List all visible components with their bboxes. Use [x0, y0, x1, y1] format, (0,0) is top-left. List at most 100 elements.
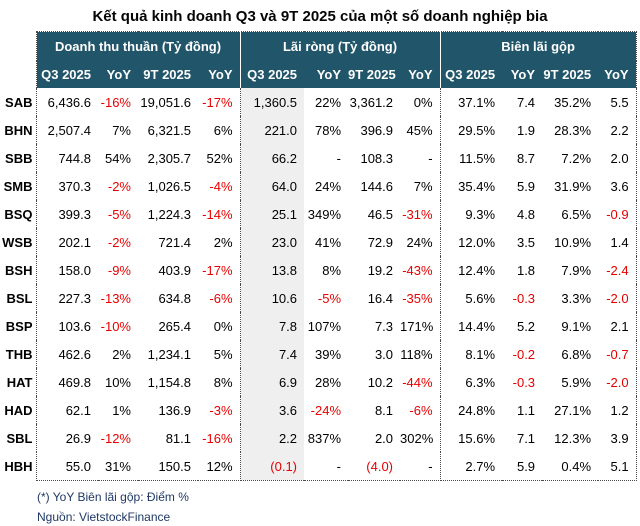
table-cell: 14.4% — [458, 318, 496, 334]
table-cell: 8.7 — [516, 150, 536, 166]
table-cell: 31.9% — [554, 178, 592, 194]
column-group-header: Doanh thu thuần (Tỷ đồng) — [36, 31, 241, 61]
table-cell: 6.3% — [465, 374, 496, 390]
table-cell: 2% — [198, 228, 241, 256]
table-cell: 2,507.4 — [47, 122, 91, 138]
table-cell: -2% — [107, 234, 131, 250]
column-group-row: Doanh thu thuần (Tỷ đồng) Lãi ròng (Tỷ đồ… — [0, 31, 637, 61]
table-cell: 0.4% — [542, 452, 599, 481]
sub-header-cell: Q3 2025 — [240, 61, 305, 88]
table-cell: 103.6 — [58, 318, 91, 334]
table-cell: 1.8 — [516, 262, 536, 278]
table-cell: -13% — [100, 290, 131, 306]
table-cell: 12.0% — [458, 234, 496, 250]
sub-header-cell: YoY — [502, 61, 543, 88]
table-cell: -5% — [317, 290, 342, 306]
table-cell: 0% — [198, 312, 241, 340]
table-cell: - — [400, 452, 441, 481]
table-footer: (*) YoY Biên lãi gộp: Điểm % Nguồn: Viet… — [37, 488, 640, 526]
table-cell: 5.9 — [516, 178, 536, 194]
table-cell: 5% — [198, 340, 241, 368]
table-cell: -0.2 — [512, 346, 536, 362]
table-cell: 16.4 — [367, 290, 394, 306]
table-cell: 29.5% — [458, 122, 496, 138]
table-cell: -35% — [400, 284, 441, 312]
sub-header-cell: YoY — [304, 61, 349, 88]
table-cell: 227.3 — [58, 290, 91, 306]
table-cell: -43% — [400, 256, 441, 284]
table-cell: 370.3 — [58, 178, 91, 194]
table-cell: -31% — [400, 200, 441, 228]
table-cell: 1,360.5 — [240, 88, 305, 116]
table-cell: 23.0 — [240, 228, 305, 256]
page-title: Kết quả kinh doanh Q3 và 9T 2025 của một… — [92, 8, 548, 25]
table-cell: 39% — [314, 346, 342, 362]
table-cell: 66.2 — [240, 144, 305, 172]
table-cell: 108.3 — [360, 150, 394, 166]
table-cell: 6,321.5 — [147, 122, 191, 138]
table-cell: 5.1 — [598, 452, 637, 481]
table-cell: 265.4 — [158, 318, 191, 334]
table-cell: -3% — [198, 396, 241, 424]
ticker-label: SBB — [0, 144, 37, 172]
table-cell: 1% — [112, 402, 131, 418]
table-row: SAB 6,436.6 -16% 19,051.6 -17% 1,360.5 22% 3,36… — [0, 88, 637, 116]
footnote: (*) YoY Biên lãi gộp: Điểm % — [37, 490, 189, 504]
table-cell: 10% — [104, 374, 131, 390]
ticker-label: SAB — [0, 88, 37, 116]
corner-cell — [0, 31, 37, 61]
table-cell: 78% — [314, 122, 342, 138]
table-cell: 25.1 — [240, 200, 305, 228]
table-cell: 72.9 — [367, 234, 394, 250]
table-cell: 12.3% — [554, 430, 592, 446]
table-cell: 3.6 — [598, 172, 637, 200]
table-cell: 7.4 — [516, 94, 536, 110]
ticker-label: HAT — [0, 368, 37, 396]
table-cell: 3,361.2 — [349, 94, 394, 110]
table-cell: 45% — [400, 116, 441, 144]
table-cell: - — [304, 452, 349, 481]
table-cell: -6% — [198, 284, 241, 312]
table-cell: 27.1% — [554, 402, 592, 418]
ticker-label: SMB — [0, 172, 37, 200]
table-cell: 54% — [104, 150, 131, 166]
table-cell: -44% — [400, 368, 441, 396]
ticker-label: BSQ — [0, 200, 37, 228]
sub-header-cell: Q3 2025 — [440, 61, 503, 88]
table-cell: -2.0 — [598, 284, 637, 312]
ticker-label: HAD — [0, 396, 37, 424]
table-cell: 7% — [400, 172, 441, 200]
table-cell: 10.2 — [367, 374, 394, 390]
table-row: HAT 469.8 10% 1,154.8 8% 6.9 28% 10.2 -44% 6.3% -0… — [0, 368, 637, 396]
table-cell: -12% — [100, 430, 131, 446]
sub-header-cell: 9T 2025 — [348, 61, 401, 88]
source-note: Nguồn: VietstockFinance — [37, 509, 171, 524]
table-cell: -17% — [198, 88, 241, 116]
table-cell: -16% — [198, 424, 241, 452]
table-cell: 5.9% — [561, 374, 592, 390]
table-cell: 744.8 — [58, 150, 91, 166]
table-cell: 1.9 — [516, 122, 536, 138]
table-cell: 8% — [322, 262, 342, 278]
table-cell: -0.3 — [512, 290, 536, 306]
table-row: WSB 202.1 -2% 721.4 2% 23.0 41% 72.9 24% 12.0% 3.5… — [0, 228, 637, 256]
table-cell: 1,234.1 — [147, 346, 191, 362]
table-cell: 7.8 — [240, 312, 305, 340]
table-cell: 28% — [314, 374, 342, 390]
table-cell: 6.5% — [561, 206, 592, 222]
table-cell: 24% — [314, 178, 342, 194]
table-cell: 6% — [198, 116, 241, 144]
table-cell: 24% — [400, 228, 441, 256]
table-cell: -2.0 — [598, 368, 637, 396]
table-cell: 1.2 — [598, 396, 637, 424]
table-cell: 136.9 — [158, 402, 191, 418]
table-cell: -5% — [107, 206, 131, 222]
table-cell: 46.5 — [367, 206, 394, 222]
table-row: SBB 744.8 54% 2,305.7 52% 66.2-108.3-11.5% 8.7… — [0, 144, 637, 172]
table-cell: 10.6 — [240, 284, 305, 312]
table-cell: 64.0 — [240, 172, 305, 200]
table-cell: 396.9 — [360, 122, 394, 138]
table-cell: 19.2 — [367, 262, 394, 278]
table-cell: 6.9 — [240, 368, 305, 396]
table-cell: 31% — [98, 452, 138, 481]
